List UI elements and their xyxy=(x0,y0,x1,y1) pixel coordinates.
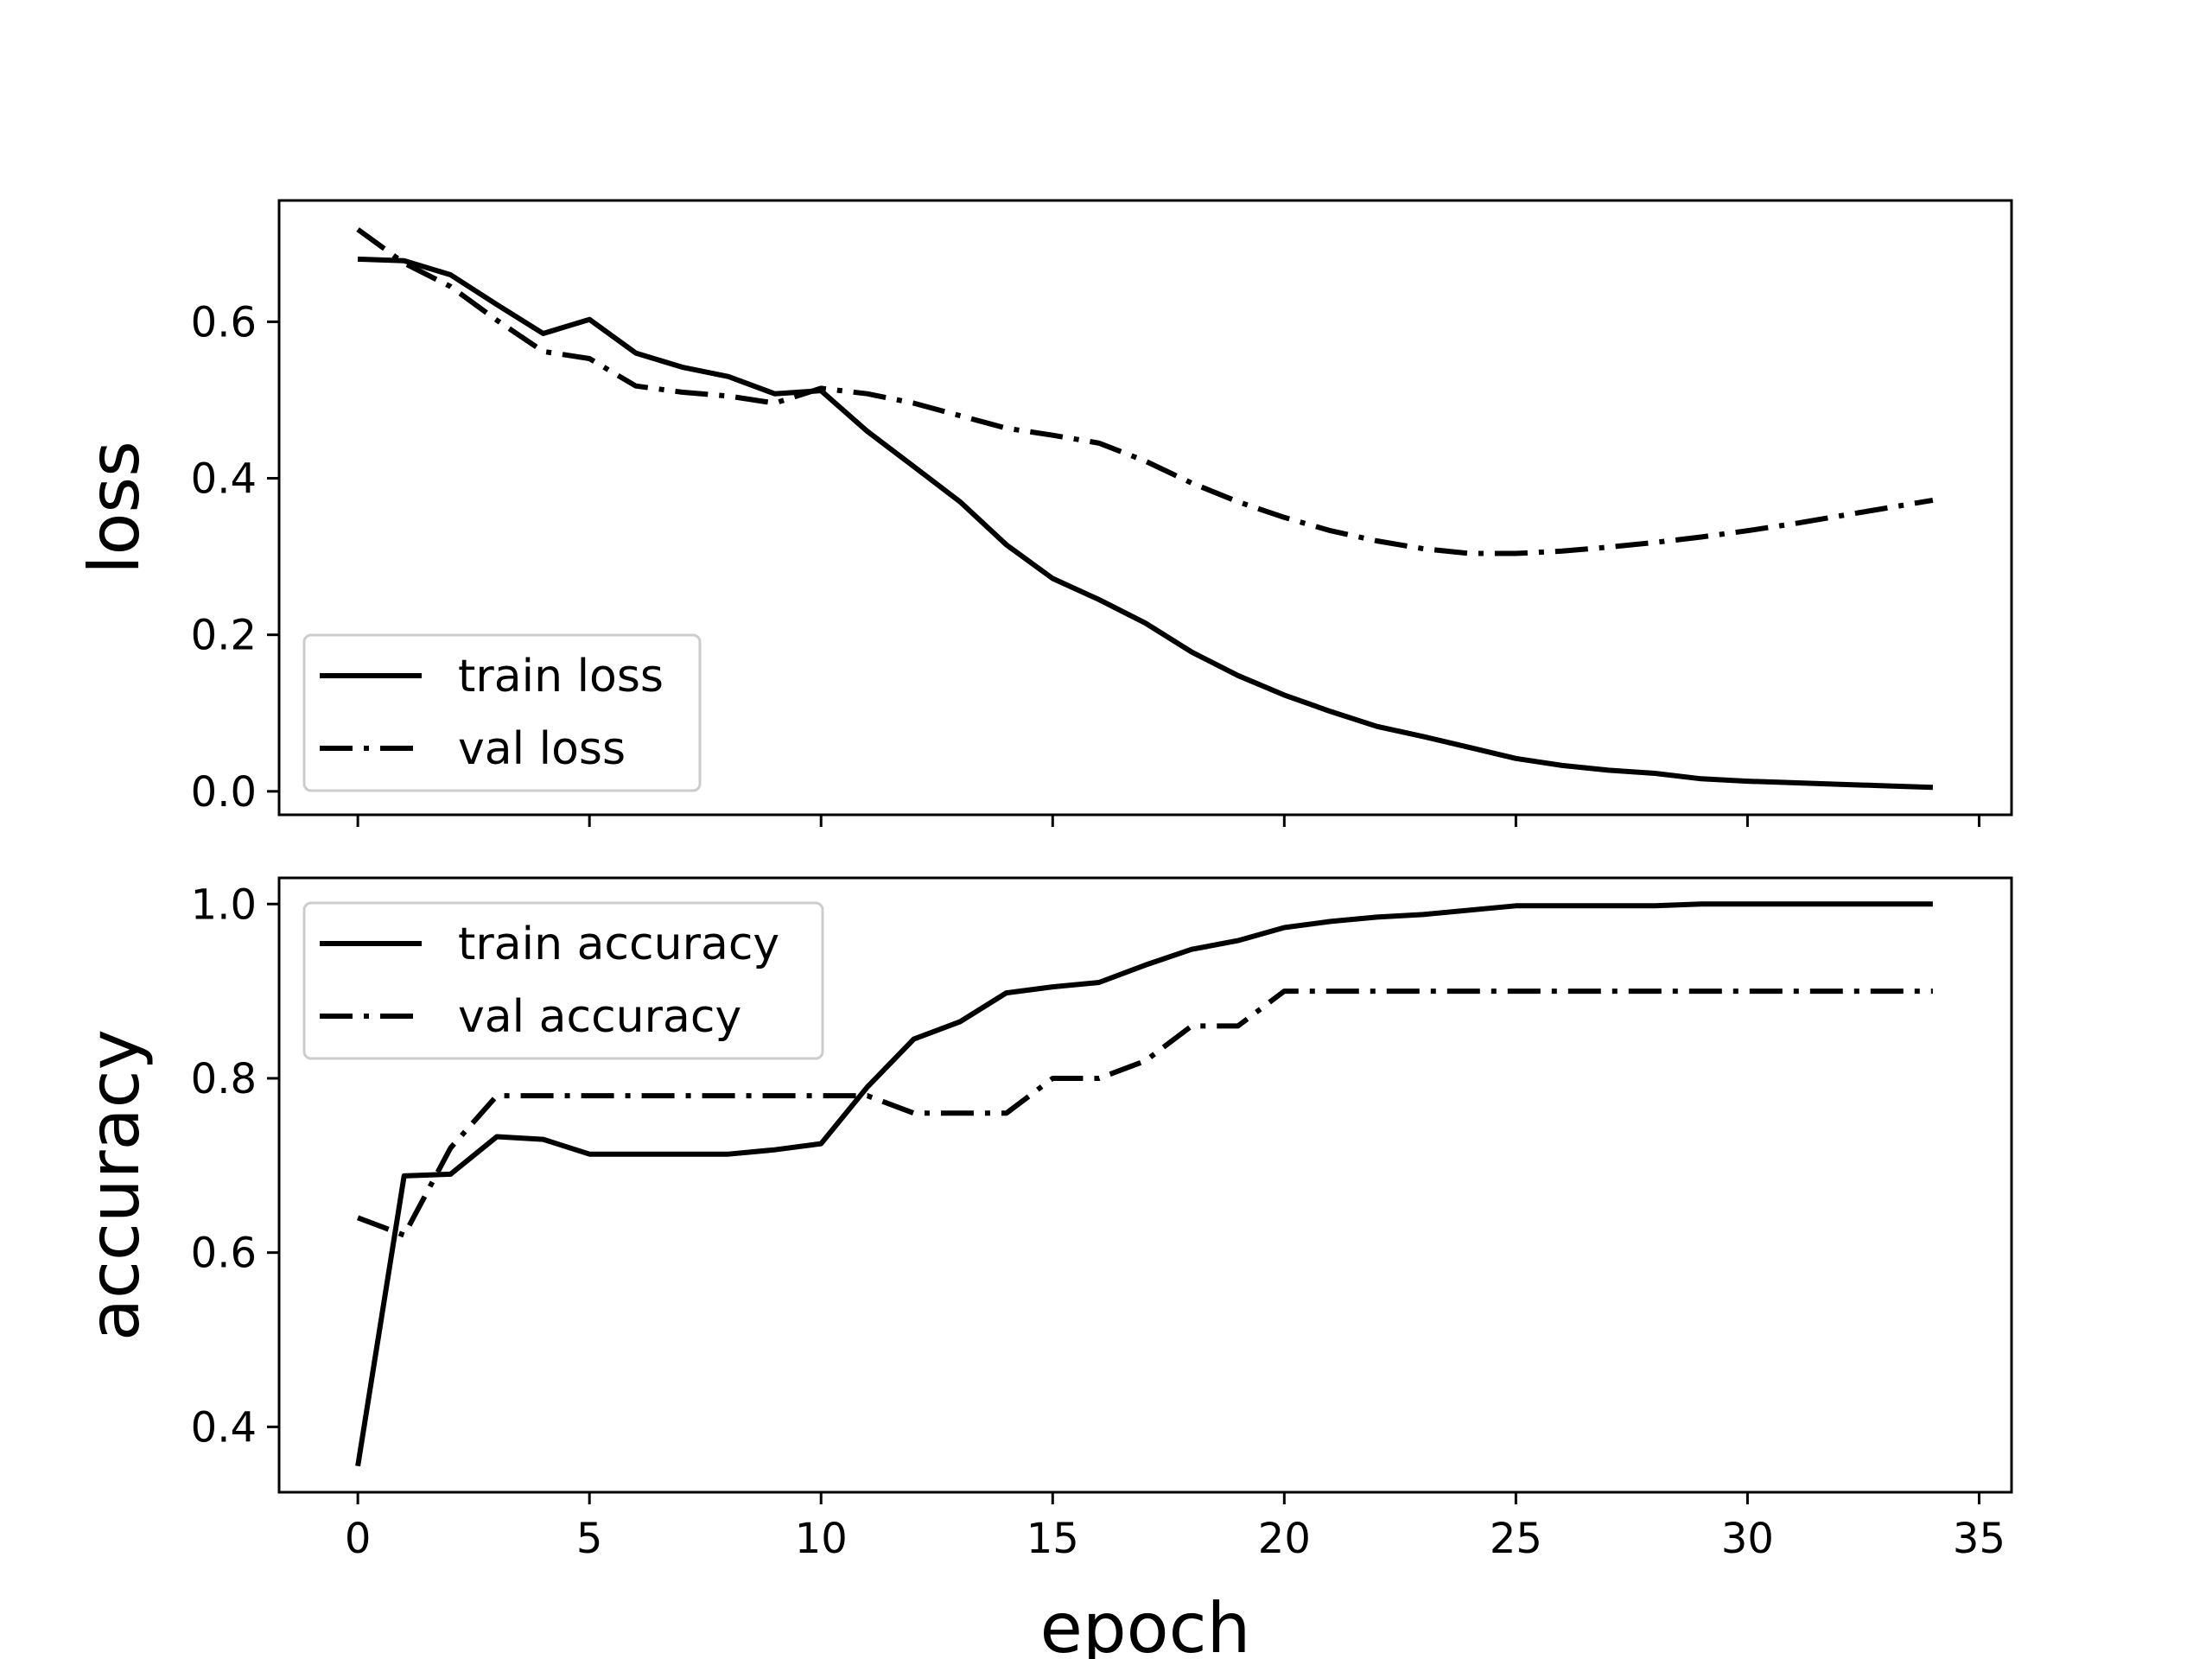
y-axis-label: loss xyxy=(74,441,155,575)
axes-frame xyxy=(277,199,2013,817)
series-line-train-loss xyxy=(357,256,1934,791)
chart-1: 0 5 10 15 20 25 30 35 0.4 0.6 0.8 1.0 accuracy epoch t… xyxy=(74,876,2013,1659)
legend-label: val loss xyxy=(458,723,626,775)
x-tick-label: 30 xyxy=(1721,1515,1774,1563)
y-tick-label: 0.6 xyxy=(191,1230,257,1278)
x-tick-label: 0 xyxy=(345,1515,372,1563)
x-axis-label: epoch xyxy=(1040,1588,1251,1659)
legend-label: train loss xyxy=(458,651,664,702)
x-tick-label: 25 xyxy=(1490,1515,1542,1563)
legend-label: train accuracy xyxy=(458,918,779,970)
axes-frame xyxy=(277,876,2013,1494)
y-tick-label: 1.0 xyxy=(191,880,257,929)
legend: train accuracy val accuracy xyxy=(302,901,824,1060)
x-tick-label: 15 xyxy=(1027,1515,1079,1563)
y-tick-label: 0.0 xyxy=(191,768,257,817)
legend: train loss val loss xyxy=(302,633,702,792)
x-tick-label: 10 xyxy=(795,1515,848,1563)
legend-box xyxy=(302,901,824,1060)
y-tick-label: 0.4 xyxy=(191,1403,257,1452)
plots-layer: 0.0 0.2 0.4 0.6 loss train loss val loss 0 5 10 15… xyxy=(74,199,2013,1659)
y-tick-label: 0.4 xyxy=(191,455,257,504)
y-tick-label: 0.8 xyxy=(191,1055,257,1103)
chart-0: 0.0 0.2 0.4 0.6 loss train loss val loss xyxy=(74,199,2013,827)
x-tick-label: 20 xyxy=(1258,1515,1311,1563)
y-axis-label: accuracy xyxy=(74,1029,155,1341)
series-line-val-loss xyxy=(356,227,1934,556)
legend-label: val accuracy xyxy=(458,991,741,1043)
series-line-train-accuracy xyxy=(355,901,1933,1467)
y-tick-label: 0.6 xyxy=(191,298,257,346)
x-tick-label: 35 xyxy=(1953,1515,2005,1563)
x-tick-label: 5 xyxy=(576,1515,603,1563)
y-tick-label: 0.2 xyxy=(191,612,257,660)
